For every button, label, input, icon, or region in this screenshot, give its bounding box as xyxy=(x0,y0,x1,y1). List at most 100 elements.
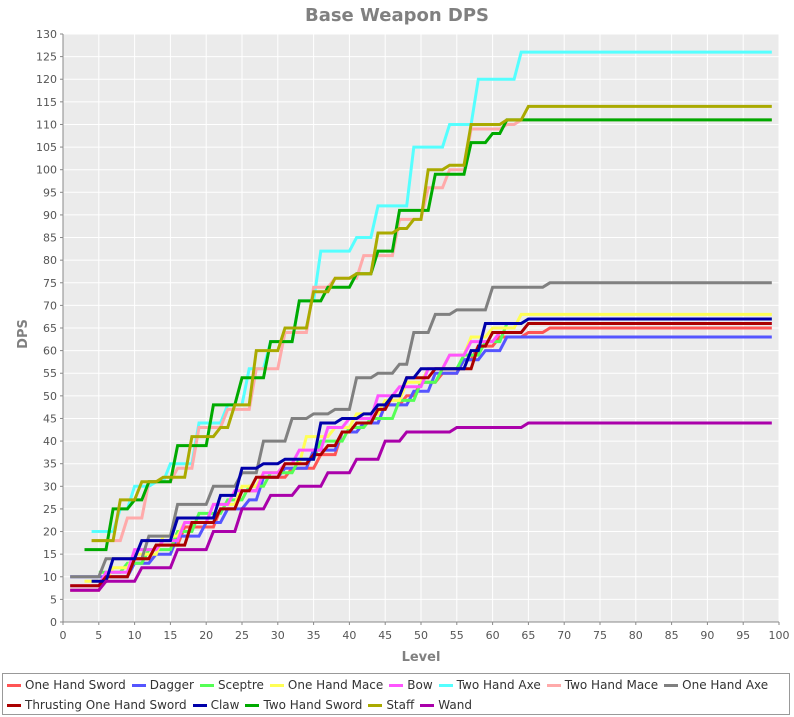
y-tick-label: 60 xyxy=(43,345,57,358)
legend-swatch xyxy=(389,683,404,687)
x-tick-label: 15 xyxy=(163,629,177,642)
legend-swatch xyxy=(269,683,284,687)
y-axis-label: DPS xyxy=(16,319,31,349)
legend-swatch xyxy=(664,683,679,687)
y-tick-label: 10 xyxy=(43,571,57,584)
x-tick-label: 25 xyxy=(235,629,249,642)
x-tick-label: 90 xyxy=(700,629,714,642)
chart-title: Base Weapon DPS xyxy=(305,5,489,26)
legend-label: Dagger xyxy=(149,678,194,692)
x-tick-label: 35 xyxy=(307,629,321,642)
legend-swatch xyxy=(199,683,214,687)
y-tick-label: 70 xyxy=(43,299,57,312)
y-tick-label: 50 xyxy=(43,390,57,403)
legend-label: Two Hand Mace xyxy=(564,678,659,692)
x-tick-label: 75 xyxy=(593,629,607,642)
legend-item: Dagger xyxy=(131,678,194,692)
series-layer xyxy=(70,50,772,592)
y-tick-label: 80 xyxy=(43,254,57,267)
x-tick-label: 95 xyxy=(736,629,750,642)
legend-label: Bow xyxy=(407,678,433,692)
x-tick-label: 10 xyxy=(128,629,142,642)
x-tick-label: 70 xyxy=(557,629,571,642)
x-axis-label: Level xyxy=(402,650,441,665)
legend-item: Two Hand Axe xyxy=(438,678,541,692)
x-tick-label: 85 xyxy=(665,629,679,642)
x-tick-label: 60 xyxy=(486,629,500,642)
x-tick-label: 40 xyxy=(342,629,356,642)
legend-item: Bow xyxy=(389,678,433,692)
legend-item: Two Hand Sword xyxy=(245,698,362,712)
legend-item: Claw xyxy=(192,698,240,712)
y-tick-label: 25 xyxy=(43,503,57,516)
legend-label: One Hand Mace xyxy=(287,678,384,692)
x-tick-label: 55 xyxy=(450,629,464,642)
legend-swatch xyxy=(438,683,453,687)
x-tick-label: 100 xyxy=(769,629,790,642)
x-tick-label: 30 xyxy=(271,629,285,642)
legend-label: Sceptre xyxy=(217,678,264,692)
legend-item: One Hand Sword xyxy=(7,678,126,692)
y-tick-label: 0 xyxy=(50,616,57,629)
y-tick-label: 20 xyxy=(43,526,57,539)
legend-item: Two Hand Mace xyxy=(546,678,659,692)
x-tick-label: 0 xyxy=(60,629,67,642)
legend-swatch xyxy=(546,683,561,687)
y-tick-label: 90 xyxy=(43,209,57,222)
y-tick-label: 100 xyxy=(36,164,57,177)
legend-item: Sceptre xyxy=(199,678,264,692)
legend-label: Thrusting One Hand Sword xyxy=(25,698,187,712)
axes xyxy=(60,33,780,625)
legend-swatch xyxy=(245,703,260,707)
y-tick-label: 40 xyxy=(43,435,57,448)
legend-item: One Hand Axe xyxy=(664,678,768,692)
y-tick-label: 55 xyxy=(43,367,57,380)
y-tick-label: 5 xyxy=(50,593,57,606)
x-tick-label: 65 xyxy=(521,629,535,642)
y-tick-label: 130 xyxy=(36,28,57,41)
y-tick-label: 45 xyxy=(43,412,57,425)
y-tick-label: 65 xyxy=(43,322,57,335)
y-tick-label: 105 xyxy=(36,141,57,154)
legend-label: One Hand Sword xyxy=(25,678,126,692)
y-tick-label: 95 xyxy=(43,186,57,199)
x-tick-label: 50 xyxy=(414,629,428,642)
y-tick-label: 115 xyxy=(36,96,57,109)
y-tick-label: 30 xyxy=(43,480,57,493)
legend-swatch xyxy=(420,703,435,707)
legend-label: One Hand Axe xyxy=(682,678,769,692)
y-tick-label: 75 xyxy=(43,277,57,290)
y-tick-label: 15 xyxy=(43,548,57,561)
legend-label: Two Hand Sword xyxy=(263,698,363,712)
y-tick-label: 125 xyxy=(36,51,57,64)
x-tick-label: 5 xyxy=(95,629,102,642)
legend-swatch xyxy=(7,703,21,707)
legend-item: Wand xyxy=(420,698,472,712)
y-tick-label: 120 xyxy=(36,73,57,86)
y-tick-label: 35 xyxy=(43,458,57,471)
legend-row: Thrusting One Hand Sword Claw Two Hand Swo… xyxy=(7,695,789,715)
chart-svg: Base Weapon DPS 051015202530354045505560… xyxy=(16,5,790,665)
x-tick-label: 20 xyxy=(199,629,213,642)
series-line xyxy=(70,281,772,579)
x-tick-label: 80 xyxy=(629,629,643,642)
legend-item: One Hand Mace xyxy=(269,678,384,692)
legend-swatch xyxy=(192,703,207,707)
tick-labels: 0510152025303540455055606570758085909510… xyxy=(36,28,790,642)
legend-label: Wand xyxy=(438,698,472,712)
legend-label: Staff xyxy=(386,698,415,712)
legend-item: Staff xyxy=(368,698,414,712)
legend-item: Thrusting One Hand Sword xyxy=(7,698,187,712)
series-line xyxy=(70,421,772,592)
legend-label: Claw xyxy=(210,698,240,712)
legend-label: Two Hand Axe xyxy=(456,678,541,692)
y-tick-label: 110 xyxy=(36,118,57,131)
legend-swatch xyxy=(131,683,146,687)
legend-row: One Hand Sword Dagger Sceptre One Hand Mace… xyxy=(7,675,789,695)
series-line xyxy=(91,317,772,583)
legend: One Hand Sword Dagger Sceptre One Hand Mace… xyxy=(2,673,790,715)
legend-swatch xyxy=(368,703,383,707)
x-tick-label: 45 xyxy=(378,629,392,642)
legend-swatch xyxy=(7,683,21,687)
y-tick-label: 85 xyxy=(43,232,57,245)
